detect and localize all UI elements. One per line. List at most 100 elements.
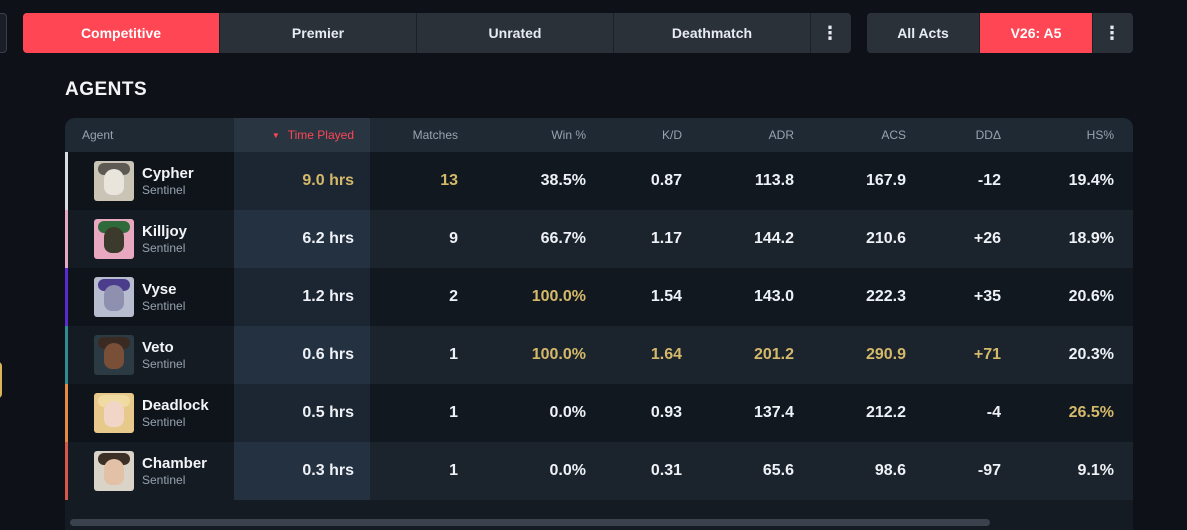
col-adr-header[interactable]: ADR <box>768 128 794 142</box>
col-dd-header[interactable]: DDΔ <box>975 128 1001 142</box>
agent-role: Sentinel <box>142 415 186 429</box>
mode-filter-bar: Competitive Premier Unrated Deathmatch ⋮ <box>23 13 851 53</box>
adr: 144.2 <box>753 230 794 247</box>
acs: 98.6 <box>874 462 906 479</box>
agent-portrait-veto <box>94 335 134 375</box>
col-time-label: Time Played <box>287 128 354 142</box>
win-rate: 100.0% <box>531 288 586 305</box>
col-matches-header[interactable]: Matches <box>412 128 458 142</box>
win-rate: 100.0% <box>531 346 586 363</box>
adr: 143.0 <box>753 288 794 305</box>
agent-cell: Deadlock Sentinel <box>65 384 234 442</box>
damage-delta: -12 <box>977 172 1001 189</box>
agent-name: Killjoy <box>142 223 188 240</box>
time-played: 0.3 hrs <box>234 442 370 500</box>
act-tab-v26-a5[interactable]: V26: A5 <box>980 13 1093 53</box>
col-agent-header[interactable]: Agent <box>82 128 114 142</box>
kd-ratio: 1.54 <box>650 288 682 305</box>
mode-tab-unrated[interactable]: Unrated <box>417 13 614 53</box>
act-tab-all-acts[interactable]: All Acts <box>867 13 980 53</box>
agent-color-stripe <box>65 268 68 326</box>
agents-table: Agent ▼ Time Played Matches Win % K/D AD… <box>65 118 1133 530</box>
agent-role: Sentinel <box>142 241 186 255</box>
agent-portrait-cypher <box>94 161 134 201</box>
win-rate: 0.0% <box>549 404 586 421</box>
damage-delta: +71 <box>973 346 1001 363</box>
damage-delta: -4 <box>986 404 1001 421</box>
col-hs-header[interactable]: HS% <box>1086 128 1114 142</box>
horizontal-scrollbar[interactable] <box>65 516 1133 530</box>
mode-tab-deathmatch[interactable]: Deathmatch <box>614 13 811 53</box>
adr: 113.8 <box>754 172 794 189</box>
agent-cell: Chamber Sentinel <box>65 442 234 500</box>
matches: 9 <box>449 230 458 247</box>
matches: 13 <box>440 172 458 189</box>
kd-ratio: 1.17 <box>650 230 682 247</box>
agent-cell: Veto Sentinel <box>65 326 234 384</box>
mode-tab-competitive[interactable]: Competitive <box>23 13 220 53</box>
table-row[interactable]: Veto Sentinel 0.6 hrs 1 100.0% 1.64 201.… <box>65 326 1133 384</box>
agent-color-stripe <box>65 326 68 384</box>
adr: 65.6 <box>762 462 794 479</box>
col-kd-header[interactable]: K/D <box>661 128 682 142</box>
acs: 210.6 <box>865 230 906 247</box>
agent-color-stripe <box>65 442 68 500</box>
table-header: Agent ▼ Time Played Matches Win % K/D AD… <box>65 118 1133 152</box>
agent-name: Deadlock <box>142 397 209 414</box>
agent-portrait-vyse <box>94 277 134 317</box>
adr: 201.2 <box>753 346 794 363</box>
agent-portrait-deadlock <box>94 393 134 433</box>
agent-cell: Vyse Sentinel <box>65 268 234 326</box>
act-filter-bar: All Acts V26: A5 ⋮ <box>867 13 1133 53</box>
damage-delta: +35 <box>973 288 1001 305</box>
scrollbar-thumb[interactable] <box>70 519 990 526</box>
adr: 137.4 <box>753 404 794 421</box>
time-played: 9.0 hrs <box>234 152 370 210</box>
acs: 222.3 <box>865 288 906 305</box>
agent-name: Cypher <box>142 165 194 182</box>
mode-tab-premier[interactable]: Premier <box>220 13 417 53</box>
matches: 1 <box>449 346 458 363</box>
matches: 2 <box>449 288 458 305</box>
agent-cell: Cypher Sentinel <box>65 152 234 210</box>
damage-delta: -97 <box>977 462 1001 479</box>
agent-name: Veto <box>142 339 174 356</box>
table-row[interactable]: Deadlock Sentinel 0.5 hrs 1 0.0% 0.93 13… <box>65 384 1133 442</box>
agent-role: Sentinel <box>142 183 186 197</box>
more-acts-icon[interactable]: ⋮ <box>1093 13 1131 53</box>
acs: 212.2 <box>865 404 906 421</box>
time-played: 1.2 hrs <box>234 268 370 326</box>
previous-filter-button[interactable] <box>0 13 7 53</box>
kd-ratio: 1.64 <box>650 346 682 363</box>
agent-name: Chamber <box>142 455 208 472</box>
table-row[interactable]: Vyse Sentinel 1.2 hrs 2 100.0% 1.54 143.… <box>65 268 1133 326</box>
headshot-rate: 26.5% <box>1068 404 1114 421</box>
more-modes-icon[interactable]: ⋮ <box>811 13 849 53</box>
table-row[interactable]: Killjoy Sentinel 6.2 hrs 9 66.7% 1.17 14… <box>65 210 1133 268</box>
win-rate: 38.5% <box>540 172 586 189</box>
time-played: 0.6 hrs <box>234 326 370 384</box>
agent-role: Sentinel <box>142 357 186 371</box>
headshot-rate: 20.3% <box>1068 346 1114 363</box>
table-row[interactable]: Cypher Sentinel 9.0 hrs 13 38.5% 0.87 11… <box>65 152 1133 210</box>
agent-portrait-killjoy <box>94 219 134 259</box>
acs: 167.9 <box>865 172 906 189</box>
agent-portrait-chamber <box>94 451 134 491</box>
headshot-rate: 9.1% <box>1077 462 1114 479</box>
agent-role: Sentinel <box>142 299 186 313</box>
damage-delta: +26 <box>973 230 1001 247</box>
agent-color-stripe <box>65 210 68 268</box>
headshot-rate: 20.6% <box>1068 288 1114 305</box>
table-row[interactable]: Chamber Sentinel 0.3 hrs 1 0.0% 0.31 65.… <box>65 442 1133 500</box>
col-win-header[interactable]: Win % <box>551 128 586 142</box>
matches: 1 <box>449 462 458 479</box>
headshot-rate: 19.4% <box>1068 172 1114 189</box>
win-rate: 0.0% <box>549 462 586 479</box>
col-time-header[interactable]: ▼ Time Played <box>234 118 370 152</box>
agent-name: Vyse <box>142 281 177 298</box>
agent-cell: Killjoy Sentinel <box>65 210 234 268</box>
col-acs-header[interactable]: ACS <box>881 128 906 142</box>
section-title: AGENTS <box>65 79 148 100</box>
headshot-rate: 18.9% <box>1068 230 1114 247</box>
kd-ratio: 0.31 <box>650 462 682 479</box>
